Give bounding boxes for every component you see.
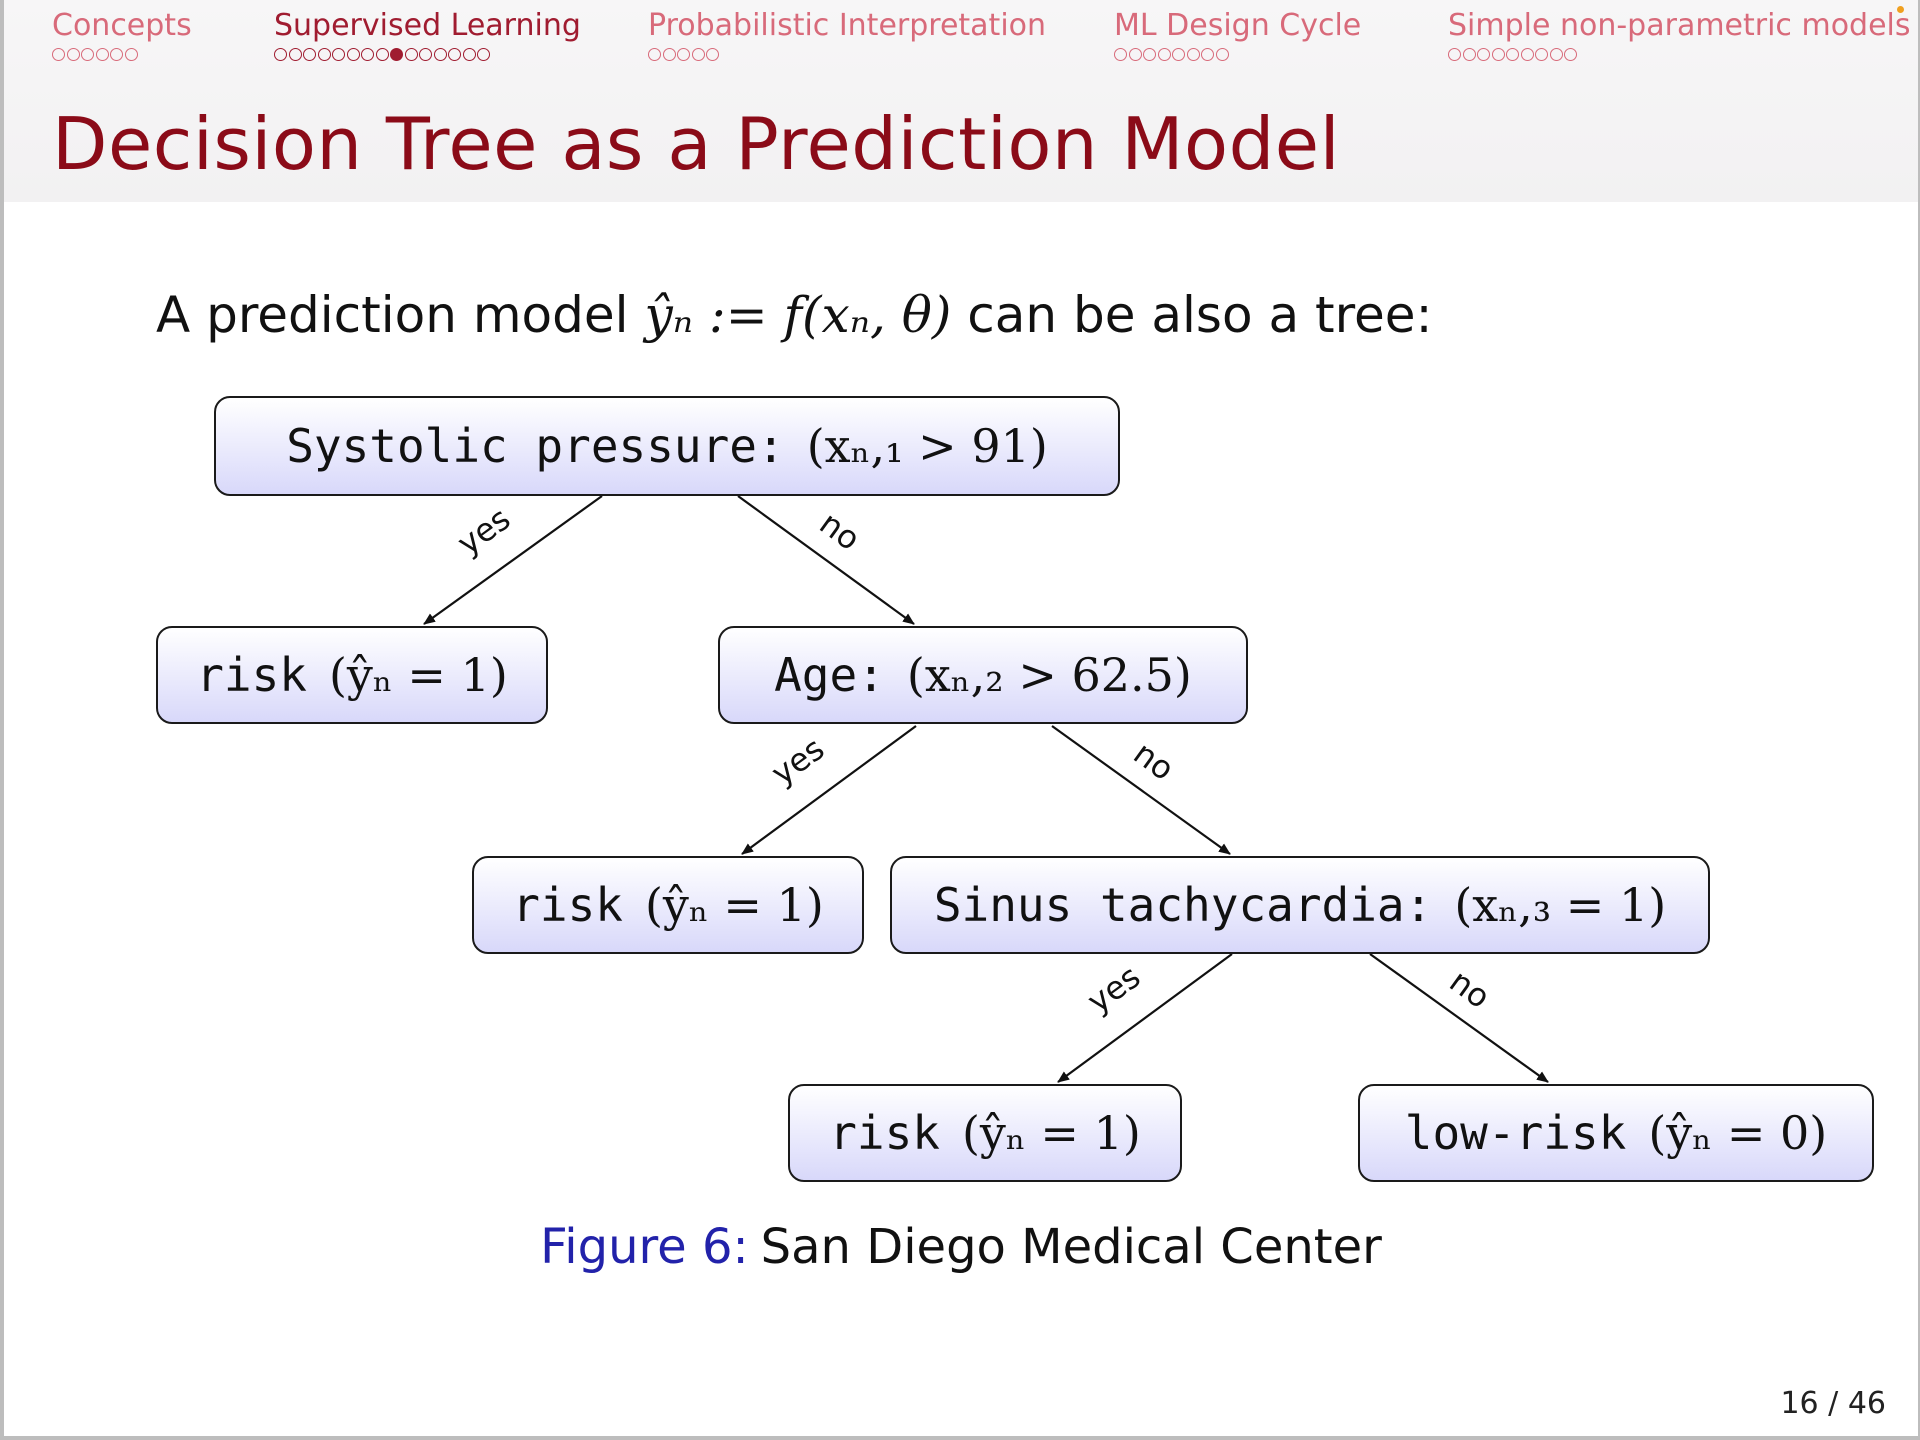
- edge-age-to-sinus: [1051, 725, 1231, 855]
- page-number: 16 / 46: [1780, 1386, 1886, 1421]
- nav-dot[interactable]: [110, 48, 123, 61]
- node-condition: (xₙ,₃ = 1): [1454, 878, 1667, 932]
- nav-section-concepts[interactable]: Concepts: [52, 6, 192, 61]
- corner-marker-dot: [1897, 6, 1904, 13]
- nav-dot[interactable]: [648, 48, 661, 61]
- nav-dots: [274, 48, 581, 61]
- node-risk-leaf: risk (ŷₙ = 1): [156, 626, 548, 724]
- node-condition: (ŷₙ = 0): [1648, 1106, 1828, 1160]
- nav-dots: [1448, 48, 1911, 61]
- nav-dot[interactable]: [404, 48, 418, 61]
- node-condition: (xₙ,₁ > 91): [806, 419, 1048, 473]
- edge-age-to-leaf2: [741, 725, 917, 855]
- node-label: Systolic pressure:: [286, 419, 785, 473]
- nav-dot[interactable]: [1506, 48, 1519, 61]
- nav-dot[interactable]: [677, 48, 690, 61]
- nav-dot[interactable]: [1186, 48, 1200, 61]
- nav-dot[interactable]: [462, 48, 476, 61]
- nav-dot[interactable]: [1172, 48, 1185, 61]
- node-label: risk: [196, 648, 307, 702]
- nav-dot[interactable]: [1143, 48, 1156, 61]
- node-systolic-pressure: Systolic pressure: (xₙ,₁ > 91): [214, 396, 1120, 496]
- nav-section-ml-design-cycle[interactable]: ML Design Cycle: [1114, 6, 1361, 61]
- nav-dot[interactable]: [1535, 48, 1548, 61]
- nav-dot[interactable]: [317, 48, 331, 61]
- nav-dot[interactable]: [124, 48, 138, 61]
- intro-prefix: A prediction model: [156, 286, 629, 344]
- nav-label[interactable]: Probabilistic Interpretation: [648, 8, 1047, 43]
- nav-label[interactable]: Supervised Learning: [274, 8, 581, 43]
- nav-dot[interactable]: [1157, 48, 1171, 61]
- node-condition: (xₙ,₂ > 62.5): [906, 648, 1192, 702]
- node-condition: (ŷₙ = 1): [328, 648, 508, 702]
- edge-sinus-to-leaf4: [1369, 953, 1549, 1083]
- nav-dot[interactable]: [477, 48, 490, 61]
- node-condition: (ŷₙ = 1): [961, 1106, 1141, 1160]
- figure-number: Figure 6:: [540, 1219, 749, 1275]
- nav-dot[interactable]: [303, 48, 316, 61]
- figure-caption-text: San Diego Medical Center: [760, 1219, 1382, 1275]
- nav-dot[interactable]: [448, 48, 461, 61]
- node-low-risk-leaf: low-risk (ŷₙ = 0): [1358, 1084, 1874, 1182]
- node-condition: (ŷₙ = 1): [644, 878, 824, 932]
- nav-dot[interactable]: [419, 48, 432, 61]
- nav-dot-current[interactable]: [390, 48, 403, 61]
- node-age: Age: (xₙ,₂ > 62.5): [718, 626, 1248, 724]
- nav-dot[interactable]: [1462, 48, 1476, 61]
- nav-dot[interactable]: [95, 48, 109, 61]
- nav-dot[interactable]: [1564, 48, 1577, 61]
- nav-dot[interactable]: [361, 48, 374, 61]
- nav-dot[interactable]: [706, 48, 719, 61]
- edge-root-to-age: [737, 495, 915, 625]
- nav-dot[interactable]: [1128, 48, 1142, 61]
- node-label: low-risk: [1404, 1106, 1627, 1160]
- nav-dot[interactable]: [1215, 48, 1229, 61]
- nav-dot[interactable]: [66, 48, 80, 61]
- nav-dot[interactable]: [1448, 48, 1461, 61]
- intro-suffix: can be also a tree:: [967, 286, 1433, 344]
- node-risk-leaf: risk (ŷₙ = 1): [788, 1084, 1182, 1182]
- nav-dot[interactable]: [1549, 48, 1563, 61]
- node-label: Age:: [774, 648, 885, 702]
- intro-formula: ŷₙ := f(xₙ, θ): [644, 286, 952, 344]
- nav-dot[interactable]: [1520, 48, 1534, 61]
- nav-dot[interactable]: [288, 48, 302, 61]
- nav-section-supervised-learning[interactable]: Supervised Learning: [274, 6, 581, 61]
- nav-dot[interactable]: [662, 48, 676, 61]
- node-label: risk: [512, 878, 623, 932]
- nav-dot[interactable]: [1491, 48, 1505, 61]
- nav-dot[interactable]: [52, 48, 65, 61]
- nav-dots: [52, 48, 192, 61]
- figure-caption: Figure 6: San Diego Medical Center: [4, 1212, 1918, 1282]
- node-sinus-tachycardia: Sinus tachycardia: (xₙ,₃ = 1): [890, 856, 1710, 954]
- node-label: Sinus tachycardia:: [933, 878, 1433, 932]
- slide: Concepts Supervised Learning Probabilist…: [4, 0, 1918, 1436]
- nav-label[interactable]: ML Design Cycle: [1114, 8, 1362, 43]
- nav-dots: [1114, 48, 1361, 61]
- nav-dots: [648, 48, 1046, 61]
- nav-dot[interactable]: [1201, 48, 1214, 61]
- nav-dot[interactable]: [81, 48, 94, 61]
- nav-dot[interactable]: [691, 48, 705, 61]
- slide-header: Concepts Supervised Learning Probabilist…: [4, 0, 1918, 202]
- nav-dot[interactable]: [274, 48, 287, 61]
- nav-dot[interactable]: [332, 48, 345, 61]
- nav-dot[interactable]: [1477, 48, 1490, 61]
- node-label: risk: [829, 1106, 940, 1160]
- edge-root-to-leaf1: [423, 495, 603, 625]
- nav-dot[interactable]: [1114, 48, 1127, 61]
- decision-tree-edges: [423, 495, 1549, 1083]
- nav-label[interactable]: Simple non-parametric models: [1448, 8, 1911, 43]
- nav-label[interactable]: Concepts: [52, 8, 192, 43]
- intro-text: A prediction model ŷₙ := f(xₙ, θ) can be…: [156, 280, 1432, 350]
- nav-dot[interactable]: [433, 48, 447, 61]
- nav-section-probabilistic-interpretation[interactable]: Probabilistic Interpretation: [648, 6, 1046, 61]
- slide-title: Decision Tree as a Prediction Model: [52, 102, 1341, 186]
- nav-section-simple-non-parametric-models[interactable]: Simple non-parametric models: [1448, 6, 1911, 61]
- node-risk-leaf: risk (ŷₙ = 1): [472, 856, 864, 954]
- nav-dot[interactable]: [375, 48, 389, 61]
- nav-dot[interactable]: [346, 48, 360, 61]
- edge-sinus-to-leaf3: [1057, 953, 1233, 1083]
